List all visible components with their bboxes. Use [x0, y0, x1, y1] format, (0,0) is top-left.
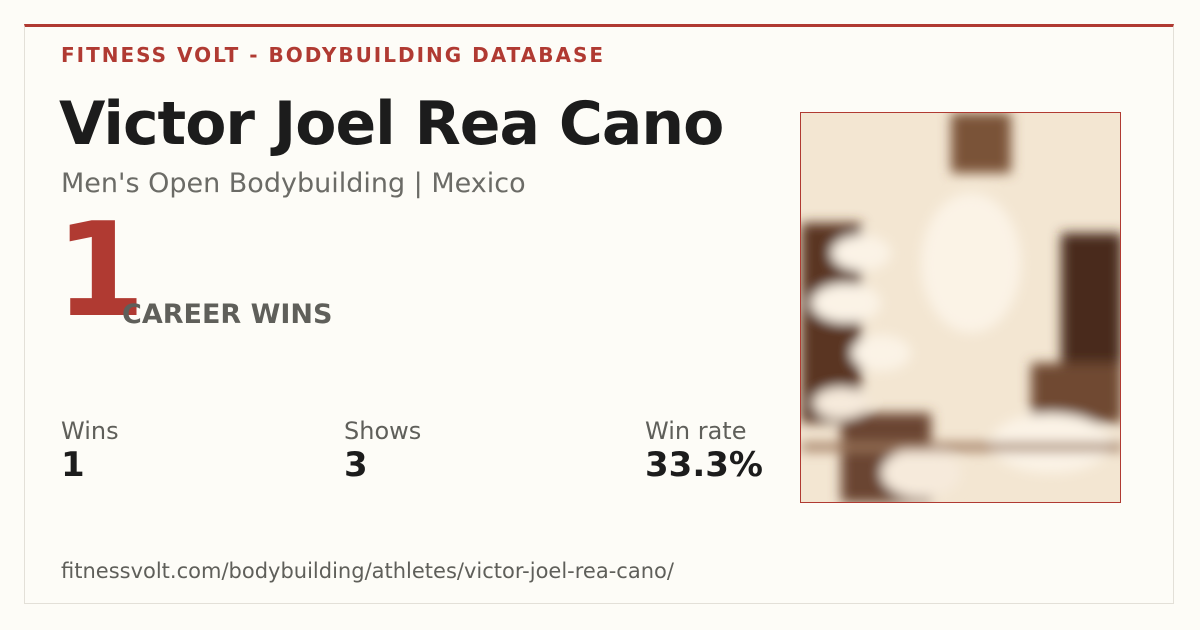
stat-value: 33.3% — [645, 445, 763, 485]
highlight-label: CAREER WINS — [122, 299, 333, 330]
stat-label: Win rate — [645, 417, 747, 445]
stat-label: Wins — [61, 417, 119, 445]
stat-label: Shows — [344, 417, 422, 445]
stat-value: 3 — [344, 445, 368, 485]
highlight-value: 1 — [55, 194, 146, 346]
athlete-name: Victor Joel Rea Cano — [59, 89, 724, 159]
url: fitnessvolt.com/bodybuilding/athletes/vi… — [61, 559, 674, 583]
photo-image — [801, 113, 1120, 502]
brand: FITNESS VOLT - BODYBUILDING DATABASE — [61, 43, 606, 67]
stat-value: 1 — [61, 445, 85, 485]
card: FITNESS VOLT - BODYBUILDING DATABASE Vic… — [24, 24, 1174, 604]
athlete-photo — [800, 112, 1121, 503]
athlete-subtitle: Men's Open Bodybuilding | Mexico — [61, 168, 526, 199]
